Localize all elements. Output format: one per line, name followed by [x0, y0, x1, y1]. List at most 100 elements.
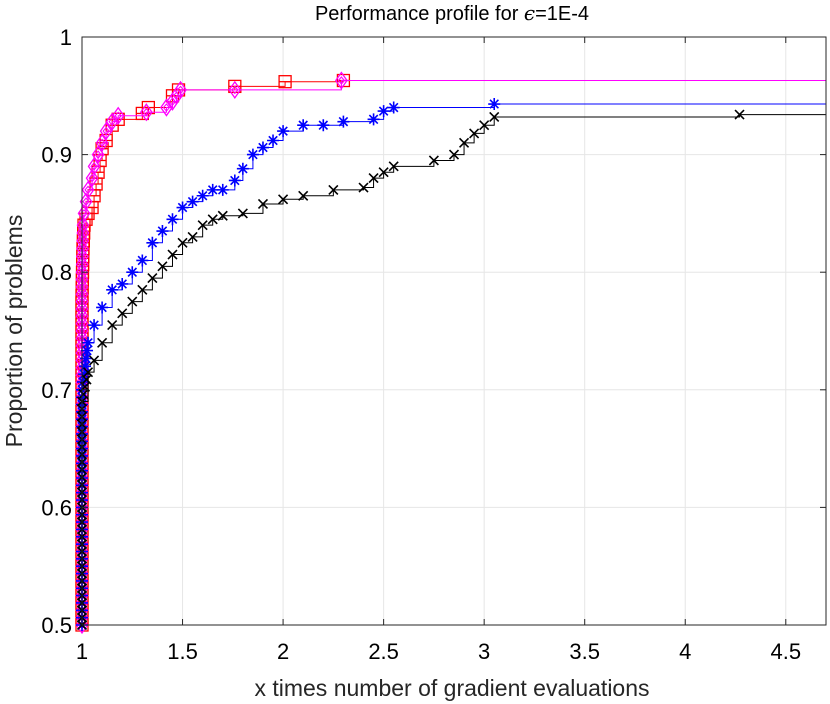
- data-point-diamond: [95, 133, 109, 152]
- y-tick-label: 0.6: [41, 495, 72, 520]
- data-point-x: [298, 190, 309, 201]
- data-point-x: [117, 308, 128, 319]
- y-tick-label: 0.9: [41, 143, 72, 168]
- plot-frame: [81, 36, 827, 626]
- data-point-x: [137, 284, 148, 295]
- y-axis-ticks: 0.5 0.6 0.7 0.8 0.9 1: [41, 25, 826, 638]
- data-point-diamond-inner: [90, 162, 98, 171]
- data-point-diamond-inner: [231, 85, 239, 95]
- series-line: [81, 112, 827, 625]
- data-point-diamond-inner: [78, 236, 87, 246]
- data-point-diamond-inner: [108, 117, 116, 127]
- data-point-diamond: [87, 157, 101, 176]
- data-point-diamond: [77, 204, 91, 223]
- y-tick-label: 0.8: [41, 260, 72, 285]
- data-point-diamond-inner: [176, 85, 185, 95]
- data-point-diamond: [91, 145, 105, 164]
- data-point-x: [479, 120, 490, 131]
- data-point-diamond: [81, 180, 95, 200]
- data-point-asterisk: [126, 266, 139, 279]
- data-point-asterisk: [267, 134, 280, 147]
- data-point-x: [328, 184, 339, 195]
- data-point-diamond: [335, 71, 348, 90]
- data-point-asterisk: [106, 283, 119, 296]
- x-tick-label: 4: [679, 639, 691, 664]
- data-point-asterisk: [80, 352, 93, 365]
- data-point-diamond: [111, 106, 125, 125]
- data-point-x: [378, 167, 389, 178]
- x-tick-label: 1.5: [167, 639, 198, 664]
- data-point-diamond: [76, 223, 90, 243]
- data-point-diamond: [85, 168, 99, 188]
- x-axis-label: x times number of gradient evaluations: [254, 675, 649, 701]
- data-point-x: [257, 198, 269, 210]
- data-point-diamond-inner: [84, 185, 92, 195]
- x-tick-label: 2: [277, 639, 289, 664]
- series-line: [81, 80, 826, 625]
- data-point-diamond: [160, 98, 173, 117]
- data-point-x: [88, 355, 100, 366]
- data-point-x: [278, 194, 289, 205]
- data-point-diamond: [76, 216, 90, 235]
- data-point-asterisk: [79, 360, 92, 373]
- data-point-x: [237, 208, 248, 219]
- data-point-asterisk: [186, 195, 199, 208]
- data-point-diamond-inner: [88, 173, 96, 183]
- data-point-x: [489, 111, 500, 123]
- data-point-diamond-inner: [162, 103, 171, 112]
- chart-title: Performance profile for ϵ=1E-4: [315, 1, 589, 25]
- data-point-x: [197, 220, 208, 231]
- x-tick-label: 1: [76, 639, 88, 664]
- data-point-asterisk: [256, 141, 269, 154]
- data-point-asterisk: [196, 189, 209, 202]
- data-point-diamond-inner: [94, 150, 102, 159]
- data-point-asterisk: [228, 174, 241, 187]
- data-point-asterisk: [488, 98, 501, 111]
- y-tick-label: 0.7: [41, 378, 72, 403]
- data-point-asterisk: [156, 225, 169, 238]
- data-point-diamond: [228, 80, 242, 100]
- data-point-asterisk: [297, 119, 310, 132]
- data-point-diamond-inner: [142, 107, 151, 117]
- data-point-diamond-inner: [98, 138, 106, 148]
- data-point-asterisk: [367, 113, 380, 126]
- data-point-x: [97, 337, 108, 348]
- data-point-asterisk: [246, 148, 259, 161]
- data-point-asterisk: [317, 119, 330, 132]
- data-point-x: [388, 161, 399, 172]
- data-point-diamond: [139, 103, 153, 122]
- data-point-asterisk: [96, 301, 109, 314]
- series-layer: [75, 71, 827, 635]
- data-point-asterisk: [146, 236, 159, 249]
- data-point-asterisk: [387, 101, 400, 114]
- data-point-x: [358, 182, 369, 193]
- x-axis-ticks: 1 1.5 2 2.5 3 3.5 4 4.5: [76, 37, 801, 664]
- data-point-asterisk: [277, 125, 290, 138]
- data-point-x: [217, 210, 228, 221]
- data-point-diamond-inner: [79, 228, 87, 238]
- data-point-diamond-inner: [102, 126, 110, 136]
- series-asterisk: [76, 98, 827, 631]
- data-point-x: [107, 320, 118, 331]
- data-point-diamond: [105, 112, 119, 131]
- data-point-asterisk: [236, 162, 249, 175]
- grid-lines: [81, 36, 826, 626]
- data-point-diamond: [76, 231, 90, 250]
- data-point-asterisk: [116, 277, 129, 290]
- series-line: [81, 79, 827, 625]
- data-point-x: [157, 261, 168, 272]
- data-point-x: [127, 296, 138, 307]
- data-point-asterisk: [337, 115, 350, 128]
- data-point-x: [734, 109, 745, 120]
- data-point-diamond-inner: [78, 244, 87, 254]
- data-point-asterisk: [166, 213, 179, 226]
- x-tick-label: 3.5: [569, 639, 600, 664]
- data-point-asterisk: [82, 336, 95, 349]
- data-point-asterisk: [81, 344, 94, 357]
- data-point-diamond: [76, 239, 89, 258]
- data-point-x: [368, 173, 379, 184]
- data-point-x: [428, 155, 439, 166]
- data-point-diamond-inner: [114, 111, 122, 121]
- data-point-x: [167, 249, 178, 260]
